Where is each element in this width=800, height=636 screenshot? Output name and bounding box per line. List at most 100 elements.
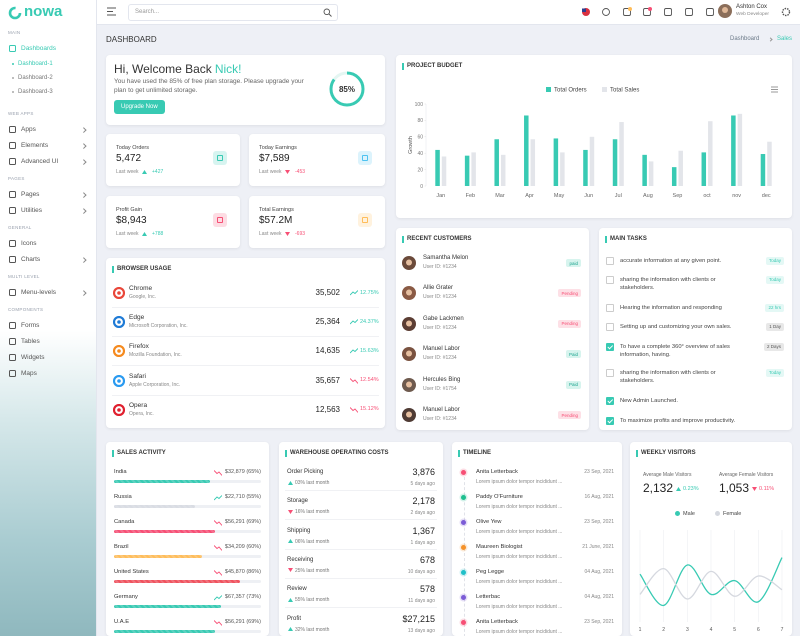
trend-triangle bbox=[285, 232, 290, 236]
task-checkbox[interactable] bbox=[606, 397, 614, 405]
header-icon bbox=[623, 7, 632, 16]
timeline-name: Paddy O'Furniture bbox=[476, 494, 523, 500]
card-title: MAIN TASKS bbox=[605, 236, 647, 243]
timeline-name: Anita Letterback bbox=[476, 469, 518, 475]
trend-triangle-shape bbox=[142, 170, 147, 174]
bar bbox=[642, 154, 647, 186]
task-checkbox[interactable] bbox=[606, 276, 614, 284]
browser-icon-core bbox=[117, 349, 121, 354]
cost-name: Receiving bbox=[287, 556, 314, 563]
stat-title: Today Orders bbox=[116, 145, 150, 151]
timeline-card: TIMELINE Anita Letterback 23 Sep, 2021 Lore… bbox=[452, 442, 622, 636]
x-tick-label: Jul bbox=[615, 193, 622, 199]
submenu-item[interactable]: Dashboard-1 bbox=[18, 61, 53, 67]
search-box[interactable]: Search... bbox=[128, 4, 338, 21]
status-badge: Pending bbox=[558, 411, 581, 419]
breadcrumb-item[interactable]: Dashboard bbox=[730, 36, 760, 42]
menu-item[interactable]: Dashboards bbox=[21, 45, 57, 52]
header-button[interactable] bbox=[684, 7, 694, 17]
card-title: WEEKLY VISITORS bbox=[636, 450, 696, 457]
menu-icon bbox=[9, 322, 16, 329]
search-icon bbox=[323, 8, 332, 17]
menu-item[interactable]: Charts bbox=[21, 256, 41, 263]
notification-dot bbox=[628, 7, 632, 11]
x-tick-label: oct bbox=[703, 193, 711, 199]
menu-item[interactable]: Widgets bbox=[21, 354, 45, 361]
cost-ago: 5 days ago bbox=[410, 481, 435, 487]
task-checkbox[interactable] bbox=[606, 257, 614, 265]
cost-ago: 2 days ago bbox=[410, 510, 435, 517]
trend-arrow-line bbox=[350, 290, 358, 296]
header-button[interactable] bbox=[581, 7, 591, 17]
browser-icon-ring bbox=[113, 316, 125, 329]
task-checkbox[interactable] bbox=[606, 369, 614, 377]
row-divider bbox=[285, 607, 437, 609]
trend-arrow bbox=[350, 290, 358, 296]
browser-value: 14,635 bbox=[315, 346, 340, 356]
customer-name: Manuel Labor bbox=[423, 346, 460, 353]
submenu-item[interactable]: Dashboard-3 bbox=[18, 89, 53, 95]
timeline-dot bbox=[461, 470, 466, 475]
timeline-desc: Lorem ipsum dolor tempor incididunt ... bbox=[476, 579, 563, 585]
trend-arrow bbox=[214, 494, 222, 500]
menu-toggle bbox=[107, 7, 116, 16]
browser-icon-ring bbox=[113, 345, 125, 358]
legend-label: Total Orders bbox=[554, 88, 587, 94]
cost-change: 16% last month bbox=[295, 509, 330, 516]
x-tick-label: Jan bbox=[436, 193, 445, 199]
browser-icon-core bbox=[117, 378, 121, 383]
menu-item[interactable]: Apps bbox=[21, 126, 36, 133]
browser-value: 35,502 bbox=[315, 288, 340, 297]
browser-name: Chrome bbox=[129, 285, 153, 292]
card-title: PROJECT BUDGET bbox=[402, 63, 462, 70]
submenu-item[interactable]: Dashboard-2 bbox=[18, 75, 53, 81]
sidebar-section-title: MULTI LEVEL bbox=[8, 274, 40, 279]
bar bbox=[760, 154, 766, 186]
timeline-desc: Lorem ipsum dolor tempor incididunt ... bbox=[476, 479, 563, 485]
country: Brazil bbox=[114, 544, 129, 550]
y-tick-label: 40 bbox=[417, 151, 423, 157]
menu-item[interactable]: Maps bbox=[21, 370, 37, 377]
timeline-dot bbox=[461, 545, 466, 550]
menu-arrow bbox=[81, 127, 87, 133]
x-tick-label: Aug bbox=[643, 193, 653, 199]
trend-arrow-line bbox=[214, 569, 222, 576]
cost-name: Review bbox=[287, 586, 307, 593]
bar bbox=[612, 139, 618, 186]
header-button[interactable] bbox=[663, 7, 673, 17]
browser-company: Apple Corporation, Inc. bbox=[129, 381, 181, 388]
trend-triangle-shape bbox=[288, 597, 293, 602]
task-checkbox[interactable] bbox=[606, 323, 614, 331]
menu-item[interactable]: Icons bbox=[21, 240, 37, 247]
menu-item[interactable]: Forms bbox=[21, 322, 40, 329]
x-tick-label: 3 bbox=[686, 627, 689, 633]
bar bbox=[737, 113, 743, 186]
header-button[interactable] bbox=[622, 7, 632, 17]
header-button[interactable] bbox=[705, 7, 715, 17]
task-checkbox[interactable] bbox=[606, 417, 614, 425]
menu-item[interactable]: Menu-levels bbox=[21, 289, 57, 296]
customer-id: User ID: #1234 bbox=[423, 355, 457, 362]
task-text: To have a complete 360° overview of sale… bbox=[620, 343, 730, 358]
menu-item[interactable]: Tables bbox=[21, 338, 40, 345]
menu-item[interactable]: Elements bbox=[21, 142, 49, 149]
browser-change: 15.63% bbox=[360, 347, 379, 354]
menu-icon bbox=[9, 256, 16, 263]
header-button[interactable] bbox=[642, 7, 652, 17]
menu-item[interactable]: Pages bbox=[21, 191, 40, 198]
bar bbox=[435, 149, 440, 186]
menu-item[interactable]: Utilities bbox=[21, 207, 42, 214]
legend-label: Total Sales bbox=[610, 88, 639, 94]
task-checkbox[interactable] bbox=[606, 343, 614, 351]
task-checkbox[interactable] bbox=[606, 304, 614, 312]
browser-name: Edge bbox=[129, 314, 145, 322]
header-button[interactable] bbox=[601, 7, 611, 17]
avatar-face bbox=[406, 350, 412, 357]
upgrade-button[interactable]: Upgrade Now bbox=[114, 100, 165, 114]
timeline-line bbox=[464, 472, 465, 636]
menu-item[interactable]: Advanced UI bbox=[21, 158, 59, 165]
cost-value: 1,367 bbox=[412, 525, 435, 536]
logo-text: nowa bbox=[24, 3, 63, 20]
country: India bbox=[114, 469, 127, 475]
